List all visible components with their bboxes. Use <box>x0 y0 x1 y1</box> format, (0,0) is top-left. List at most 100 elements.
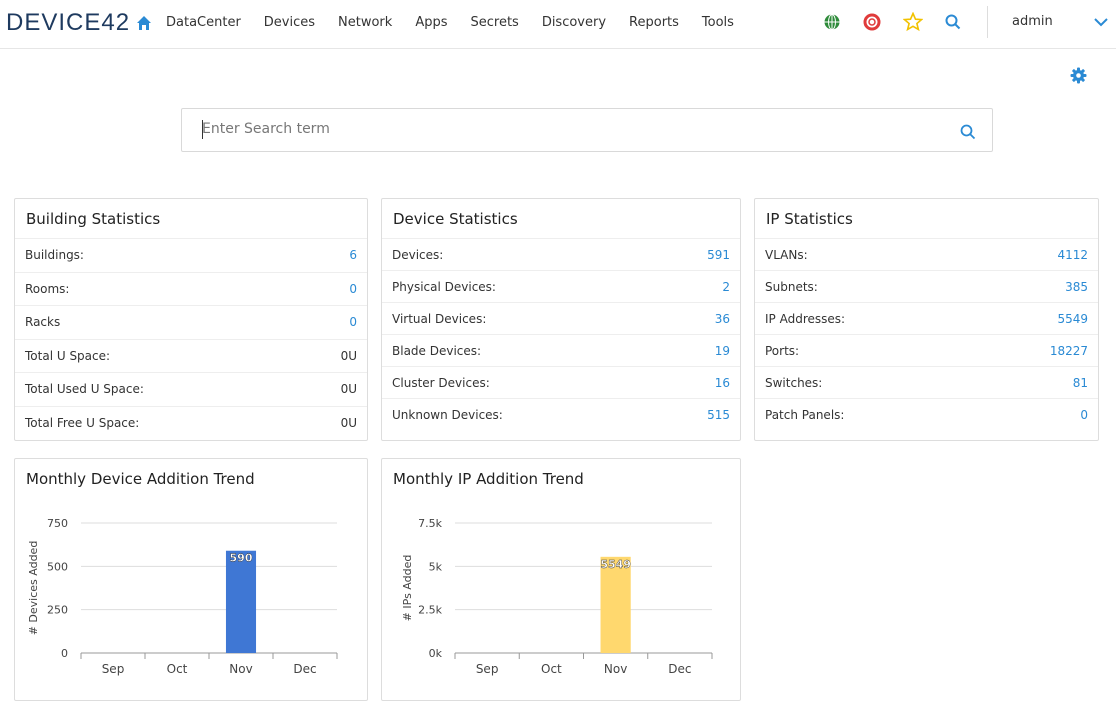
stat-label: Buildings: <box>25 248 84 262</box>
stat-value[interactable]: 16 <box>714 376 730 390</box>
stats-row: Ports: 18227 <box>755 334 1098 366</box>
stats-row: Virtual Devices: 36 <box>382 302 740 334</box>
x-tick-label: Nov <box>229 662 252 676</box>
y-tick-label: 2.5k <box>418 604 442 617</box>
chart: Monthly IP Addition Trend # IPs Added 0k 2.… <box>393 470 713 676</box>
y-axis-label: # IPs Added <box>401 555 414 622</box>
nav-link[interactable]: DataCenter <box>166 15 241 30</box>
stat-label: Physical Devices: <box>392 280 496 294</box>
stats-rows: Buildings: 6 Rooms: 0 Racks 0 Total U Space: 0U… <box>15 238 367 440</box>
stats-row: Physical Devices: 2 <box>382 270 740 302</box>
nav-link[interactable]: Discovery <box>541 15 607 30</box>
y-axis-label: # Devices Added <box>27 541 40 636</box>
user-menu[interactable]: admin <box>1012 14 1053 29</box>
chart-panel: Monthly Device Addition Trend # Devices A… <box>14 458 368 701</box>
y-tick-label: 750 <box>47 517 68 530</box>
home-icon[interactable] <box>136 15 152 31</box>
nav-link[interactable]: Devices <box>263 15 316 30</box>
stats-row: Blade Devices: 19 <box>382 334 740 366</box>
logo[interactable]: DEVICE42 <box>6 9 131 36</box>
stat-value[interactable]: 18227 <box>1049 344 1088 358</box>
stat-value: 0U <box>340 382 357 397</box>
x-tick-label: Oct <box>167 662 188 676</box>
stat-value[interactable]: 2 <box>722 280 730 294</box>
panel-title: IP Statistics <box>766 210 853 228</box>
data-label: 5549 <box>600 558 631 571</box>
stat-label: VLANs: <box>765 248 808 262</box>
stat-value[interactable]: 6 <box>349 248 357 262</box>
stats-row: Devices: 591 <box>382 238 740 270</box>
stats-row: Racks 0 <box>15 305 367 339</box>
search-placeholder: Enter Search term <box>202 121 330 137</box>
nav-link[interactable]: Apps <box>415 15 448 30</box>
stats-row: IP Addresses: 5549 <box>755 302 1098 334</box>
nav-link[interactable]: Reports <box>629 15 679 30</box>
stat-label: Blade Devices: <box>392 344 482 358</box>
stat-value[interactable]: 0 <box>1080 408 1088 422</box>
stat-value[interactable]: 591 <box>707 248 730 262</box>
stats-row: Subnets: 385 <box>755 270 1098 302</box>
panel-title: Building Statistics <box>26 210 161 228</box>
help-icon[interactable] <box>863 13 881 31</box>
chart: Monthly Device Addition Trend # Devices A… <box>26 470 338 676</box>
stat-label: Total Used U Space: <box>25 382 144 397</box>
stat-value[interactable]: 81 <box>1072 376 1088 390</box>
stat-label: Virtual Devices: <box>392 312 487 326</box>
nav-link[interactable]: Tools <box>701 15 734 30</box>
globe-icon[interactable] <box>823 13 841 31</box>
stats-row: Patch Panels: 0 <box>755 398 1098 430</box>
stat-value: 0U <box>340 415 357 430</box>
chart-title: Monthly IP Addition Trend <box>393 470 584 488</box>
settings-icon[interactable] <box>1070 67 1087 84</box>
stat-value[interactable]: 515 <box>707 408 730 422</box>
data-label: 590 <box>230 552 253 565</box>
chart-title: Monthly Device Addition Trend <box>26 470 255 488</box>
stats-row: VLANs: 4112 <box>755 238 1098 270</box>
x-tick-label: Dec <box>293 662 316 676</box>
stat-value[interactable]: 0 <box>349 315 357 330</box>
stat-label: Ports: <box>765 344 800 358</box>
y-tick-label: 250 <box>47 604 68 617</box>
separator <box>987 6 988 38</box>
stats-row: Total U Space: 0U <box>15 338 367 373</box>
x-tick-label: Nov <box>604 662 627 676</box>
user-dropdown-icon[interactable] <box>1094 17 1108 27</box>
stat-label: Total Free U Space: <box>25 415 140 430</box>
stats-panel: Device Statistics Devices: 591 Physical Dev… <box>381 198 741 441</box>
stat-value[interactable]: 5549 <box>1057 312 1088 326</box>
stats-rows: Devices: 591 Physical Devices: 2 Virtual Dev… <box>382 238 740 430</box>
stats-row: Cluster Devices: 16 <box>382 366 740 398</box>
stat-label: Unknown Devices: <box>392 408 503 422</box>
nav-link[interactable]: Secrets <box>470 15 519 30</box>
stat-value[interactable]: 385 <box>1065 280 1088 294</box>
stat-label: Patch Panels: <box>765 408 845 422</box>
stat-value[interactable]: 36 <box>714 312 730 326</box>
stats-panel: Building Statistics Buildings: 6 Rooms: 0 Rac… <box>14 198 368 441</box>
chart-panel: Monthly IP Addition Trend # IPs Added 0k 2.… <box>381 458 741 701</box>
stats-row: Switches: 81 <box>755 366 1098 398</box>
y-tick-label: 500 <box>47 560 68 573</box>
favorites-icon[interactable] <box>903 12 923 32</box>
panel-title: Device Statistics <box>393 210 518 228</box>
stat-label: Switches: <box>765 376 823 390</box>
y-tick-label: 7.5k <box>418 517 442 530</box>
stat-label: Subnets: <box>765 280 818 294</box>
nav-link[interactable]: Network <box>338 15 393 30</box>
bar <box>225 550 257 653</box>
stats-row: Rooms: 0 <box>15 271 367 306</box>
stat-label: IP Addresses: <box>765 312 846 326</box>
stat-label: Racks <box>25 315 61 330</box>
stats-panel: IP Statistics VLANs: 4112 Subnets: 385 IP Add… <box>754 198 1099 441</box>
stat-value[interactable]: 4112 <box>1057 248 1088 262</box>
text-caret <box>202 120 203 139</box>
stat-value[interactable]: 19 <box>714 344 730 358</box>
stat-value[interactable]: 0 <box>349 281 357 296</box>
search-icon[interactable] <box>945 14 961 30</box>
search-button[interactable] <box>960 124 976 140</box>
search-box[interactable]: Enter Search term <box>181 108 993 152</box>
x-tick-label: Oct <box>541 662 562 676</box>
stat-value: 0U <box>340 348 357 363</box>
nav-links: DataCenter Devices Network Apps Secrets Disco… <box>166 15 757 30</box>
y-tick-label: 5k <box>429 560 443 573</box>
y-tick-label: 0 <box>61 647 68 660</box>
